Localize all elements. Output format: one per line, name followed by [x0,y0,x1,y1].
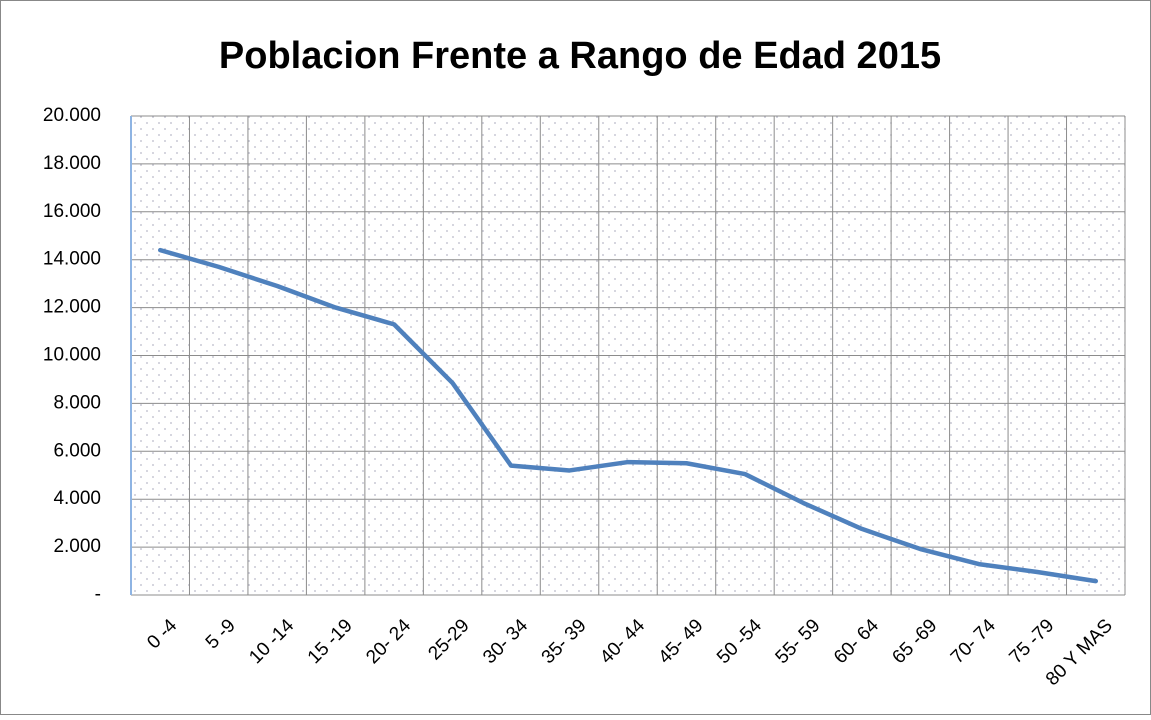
y-tick-label: 12.000 [43,297,101,318]
chart-title: Poblacion Frente a Rango de Edad 2015 [219,35,941,77]
y-tick-label: 8.000 [53,392,101,413]
y-tick-label: 20.000 [43,105,101,126]
y-tick-label: 18.000 [43,153,101,174]
y-tick-label: 4.000 [53,488,101,509]
y-tick-label: - [95,584,101,605]
data-line [157,247,1099,584]
y-tick-label: 14.000 [43,249,101,270]
y-tick-label: 6.000 [53,440,101,461]
y-tick-label: 10.000 [43,345,101,366]
y-tick-label: 2.000 [53,536,101,557]
y-tick-label: 16.000 [43,201,101,222]
